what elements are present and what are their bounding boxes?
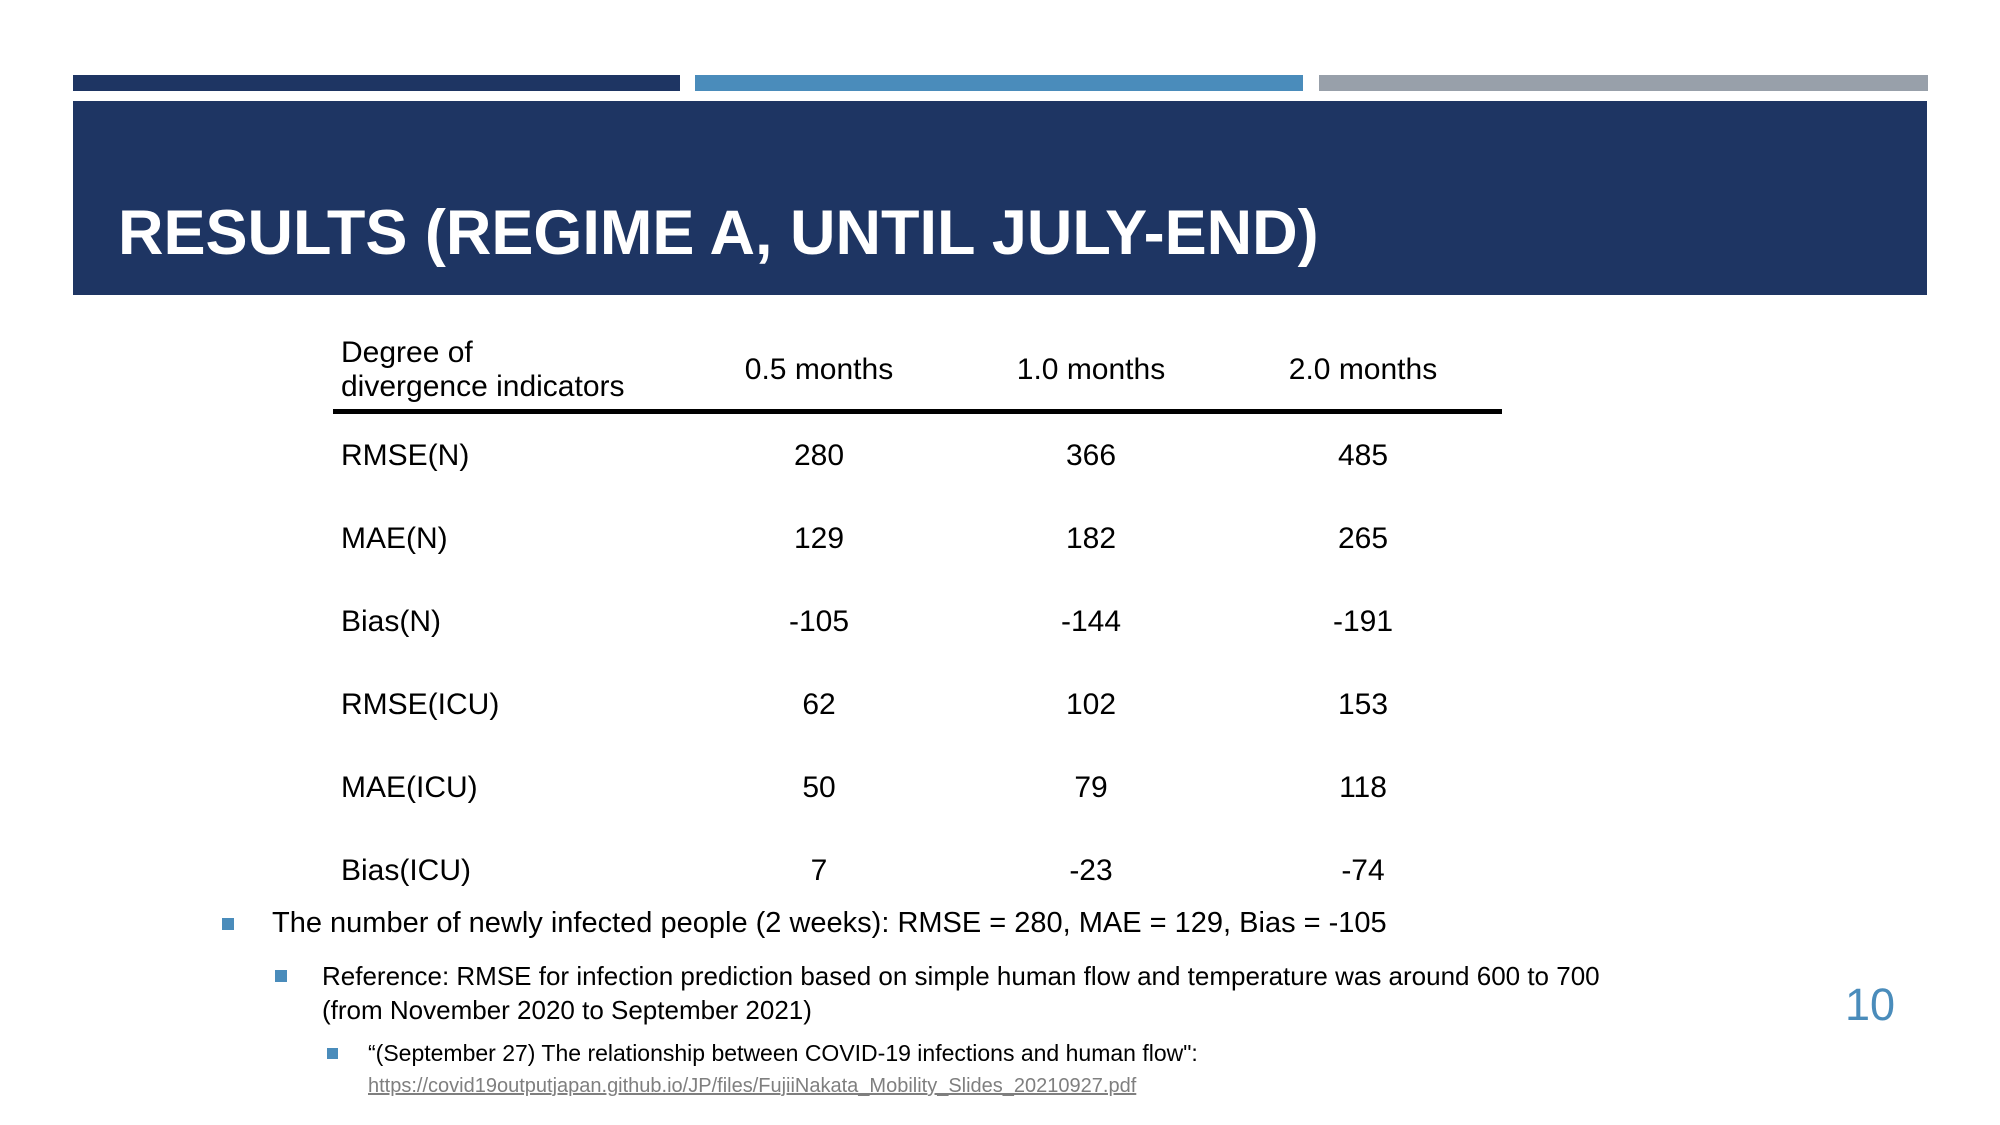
- bullet-text: Reference: RMSE for infection prediction…: [322, 959, 1600, 1027]
- table-header-label-line2: divergence indicators: [341, 369, 625, 403]
- table-row: MAE(ICU) 50 79 118: [333, 746, 1502, 829]
- column-header: 1.0 months: [1016, 352, 1166, 386]
- cell-value: 50: [802, 770, 836, 804]
- table-header-row: Degree of divergence indicators 0.5 mont…: [333, 330, 1502, 414]
- cell-value: 265: [1337, 521, 1389, 555]
- page-title: RESULTS (REGIME A, UNTIL JULY-END): [118, 197, 1319, 268]
- bullet-item-level2: Reference: RMSE for infection prediction…: [275, 959, 1600, 1027]
- table-header-label-line1: Degree of: [341, 335, 473, 369]
- cell-value: 182: [1065, 521, 1117, 555]
- row-label: RMSE(N): [341, 438, 470, 472]
- table-row: Bias(ICU) 7 -23 -74: [333, 829, 1502, 912]
- row-label: MAE(N): [341, 521, 448, 555]
- bullet-text: “(September 27) The relationship between…: [368, 1040, 1198, 1066]
- page-number: 10: [1845, 979, 1896, 1030]
- bullet-square-icon: [327, 1048, 338, 1059]
- cell-value: 153: [1337, 687, 1389, 721]
- row-label: RMSE(ICU): [341, 687, 500, 721]
- accent-bar-gray: [1319, 75, 1928, 91]
- bullet-item-level3: “(September 27) The relationship between…: [327, 1040, 1198, 1067]
- cell-value: 280: [793, 438, 845, 472]
- row-label: MAE(ICU): [341, 770, 478, 804]
- row-label: Bias(ICU): [341, 853, 472, 887]
- bullet-item-level1: The number of newly infected people (2 w…: [222, 905, 1387, 941]
- row-label: Bias(N): [341, 604, 442, 638]
- cell-value: -74: [1341, 853, 1385, 887]
- bullet-square-icon: [275, 970, 287, 982]
- table-row: RMSE(N) 280 366 485: [333, 414, 1502, 497]
- bullet-text-line2: (from November 2020 to September 2021): [322, 995, 812, 1025]
- table-header-label: Degree of divergence indicators: [333, 336, 680, 404]
- bullet-text-line1: Reference: RMSE for infection prediction…: [322, 961, 1600, 991]
- accent-bar-navy: [73, 75, 680, 91]
- cell-value: 366: [1065, 438, 1117, 472]
- accent-bar-steel-blue: [695, 75, 1303, 91]
- cell-value: 7: [810, 853, 828, 887]
- cell-value: 129: [793, 521, 845, 555]
- bullet-square-icon: [222, 918, 234, 930]
- table-row: MAE(N) 129 182 265: [333, 497, 1502, 580]
- reference-link[interactable]: https://covid19outputjapan.github.io/JP/…: [368, 1075, 1137, 1097]
- table-row: RMSE(ICU) 62 102 153: [333, 663, 1502, 746]
- cell-value: 62: [802, 687, 836, 721]
- cell-value: 485: [1337, 438, 1389, 472]
- title-banner: RESULTS (REGIME A, UNTIL JULY-END): [73, 101, 1927, 295]
- cell-value: -191: [1332, 604, 1394, 638]
- cell-value: 79: [1074, 770, 1108, 804]
- bullet-text: The number of newly infected people (2 w…: [272, 907, 1387, 939]
- results-table: Degree of divergence indicators 0.5 mont…: [333, 330, 1502, 912]
- cell-value: 118: [1339, 770, 1387, 804]
- cell-value: 102: [1065, 687, 1117, 721]
- cell-value: -105: [788, 604, 850, 638]
- column-header: 0.5 months: [744, 352, 894, 386]
- table-row: Bias(N) -105 -144 -191: [333, 580, 1502, 663]
- cell-value: -23: [1069, 853, 1113, 887]
- column-header: 2.0 months: [1288, 352, 1438, 386]
- cell-value: -144: [1060, 604, 1122, 638]
